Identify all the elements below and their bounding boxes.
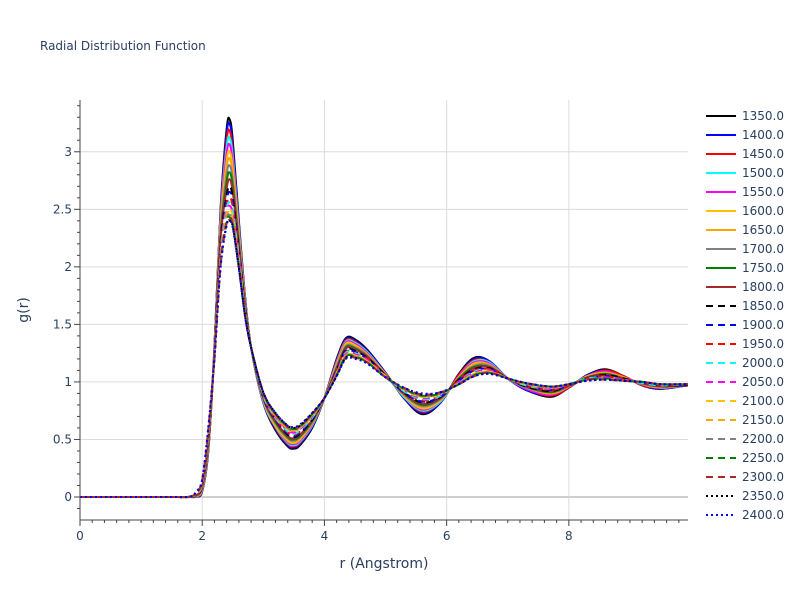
legend-item-1900.0[interactable]: 1900.0 xyxy=(706,318,784,332)
series-line-2100.0[interactable] xyxy=(80,207,688,499)
legend-label: 1850.0 xyxy=(742,299,784,313)
y-tick-label: 3 xyxy=(64,145,72,159)
legend-item-2300.0[interactable]: 2300.0 xyxy=(706,470,784,484)
y-tick-label: 0.5 xyxy=(53,432,72,446)
legend-label: 1600.0 xyxy=(742,204,784,218)
legend-label: 2350.0 xyxy=(742,489,784,503)
legend-label: 1500.0 xyxy=(742,166,784,180)
chart-title: Radial Distribution Function xyxy=(40,39,206,53)
legend-label: 2300.0 xyxy=(742,470,784,484)
legend-label: 1550.0 xyxy=(742,185,784,199)
legend-item-1850.0[interactable]: 1850.0 xyxy=(706,299,784,313)
legend-item-2000.0[interactable]: 2000.0 xyxy=(706,356,784,370)
legend-label: 1450.0 xyxy=(742,147,784,161)
y-tick-label: 2 xyxy=(64,260,72,274)
series-line-1750.0[interactable] xyxy=(80,171,688,499)
legend-item-1650.0[interactable]: 1650.0 xyxy=(706,223,784,237)
series-line-1850.0[interactable] xyxy=(80,185,688,499)
y-tick-label: 2.5 xyxy=(53,202,72,216)
series-line-2350.0[interactable] xyxy=(80,218,688,499)
series-line-1400.0[interactable] xyxy=(80,121,688,499)
legend-label: 1950.0 xyxy=(742,337,784,351)
legend-item-2250.0[interactable]: 2250.0 xyxy=(706,451,784,465)
x-tick-label: 6 xyxy=(443,529,451,543)
legend-label: 2400.0 xyxy=(742,508,784,522)
x-tick-label: 2 xyxy=(198,529,206,543)
series-line-2050.0[interactable] xyxy=(80,204,688,499)
legend-item-2200.0[interactable]: 2200.0 xyxy=(706,432,784,446)
series-line-2400.0[interactable] xyxy=(80,219,688,499)
legend-label: 2250.0 xyxy=(742,451,784,465)
legend-item-1950.0[interactable]: 1950.0 xyxy=(706,337,784,351)
series-line-2000.0[interactable] xyxy=(80,201,688,499)
series-line-2200.0[interactable] xyxy=(80,213,688,499)
series-line-2150.0[interactable] xyxy=(80,210,688,499)
axes: 0 2 4 6 8 0 0.5 1 1.5 2 2.5 3 xyxy=(53,100,688,543)
series-line-1900.0[interactable] xyxy=(80,190,688,499)
legend-item-1400.0[interactable]: 1400.0 xyxy=(706,128,784,142)
legend-label: 1800.0 xyxy=(742,280,784,294)
legend-label: 1750.0 xyxy=(742,261,784,275)
legend-label: 1650.0 xyxy=(742,223,784,237)
legend-label: 1700.0 xyxy=(742,242,784,256)
legend-item-2350.0[interactable]: 2350.0 xyxy=(706,489,784,503)
y-tick-label: 1.5 xyxy=(53,317,72,331)
x-axis-title: r (Angstrom) xyxy=(340,556,429,572)
x-tick-label: 8 xyxy=(565,529,573,543)
legend-label: 1350.0 xyxy=(742,109,784,123)
x-tick-label: 4 xyxy=(321,529,329,543)
legend-item-1350.0[interactable]: 1350.0 xyxy=(706,109,784,123)
legend-item-1450.0[interactable]: 1450.0 xyxy=(706,147,784,161)
legend[interactable]: 1350.0 1400.0 1450.0 1500.0 1550.0 1600.0 1650… xyxy=(706,109,784,522)
legend-item-1700.0[interactable]: 1700.0 xyxy=(706,242,784,256)
legend-label: 1400.0 xyxy=(742,128,784,142)
series-line-1500.0[interactable] xyxy=(80,135,688,499)
series-line-2300.0[interactable] xyxy=(80,217,688,499)
y-tick-label: 1 xyxy=(64,375,72,389)
series-line-1450.0[interactable] xyxy=(80,128,688,499)
series-line-1700.0[interactable] xyxy=(80,164,688,499)
legend-item-1500.0[interactable]: 1500.0 xyxy=(706,166,784,180)
legend-item-1800.0[interactable]: 1800.0 xyxy=(706,280,784,294)
plot-area xyxy=(80,116,688,499)
legend-item-1750.0[interactable]: 1750.0 xyxy=(706,261,784,275)
legend-item-2400.0[interactable]: 2400.0 xyxy=(706,508,784,522)
series-line-2250.0[interactable] xyxy=(80,215,688,499)
x-tick-label: 0 xyxy=(76,529,84,543)
legend-item-1550.0[interactable]: 1550.0 xyxy=(706,185,784,199)
series-line-1950.0[interactable] xyxy=(80,196,688,499)
series-line-1800.0[interactable] xyxy=(80,178,688,499)
legend-item-1600.0[interactable]: 1600.0 xyxy=(706,204,784,218)
legend-label: 2100.0 xyxy=(742,394,784,408)
legend-label: 2000.0 xyxy=(742,356,784,370)
y-axis-title: g(r) xyxy=(16,297,32,323)
legend-label: 1900.0 xyxy=(742,318,784,332)
series-line-1550.0[interactable] xyxy=(80,142,688,499)
legend-item-2100.0[interactable]: 2100.0 xyxy=(706,394,784,408)
legend-label: 2050.0 xyxy=(742,375,784,389)
legend-item-2150.0[interactable]: 2150.0 xyxy=(706,413,784,427)
legend-item-2050.0[interactable]: 2050.0 xyxy=(706,375,784,389)
series-line-1350.0[interactable] xyxy=(80,116,688,499)
y-tick-label: 0 xyxy=(64,490,72,504)
legend-label: 2150.0 xyxy=(742,413,784,427)
grid xyxy=(80,100,688,520)
legend-label: 2200.0 xyxy=(742,432,784,446)
